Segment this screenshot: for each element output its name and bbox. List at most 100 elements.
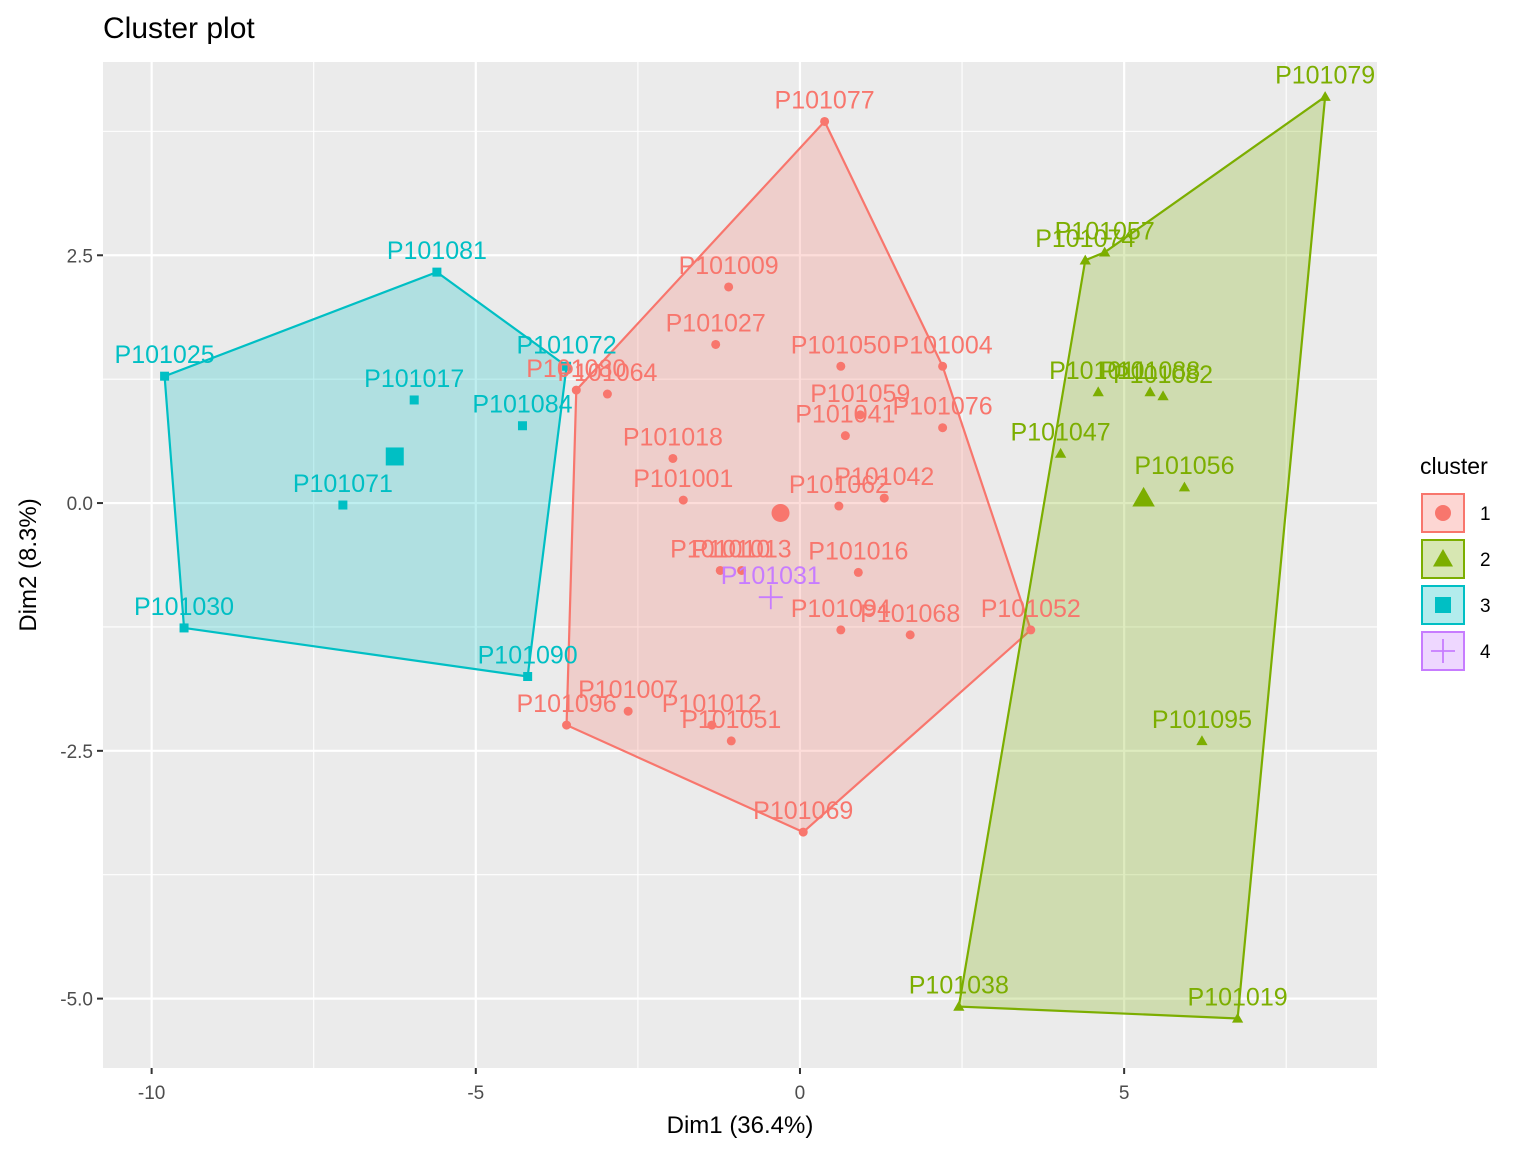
data-point [853, 567, 863, 577]
data-point [1054, 447, 1067, 458]
cluster-centroids [385, 447, 1155, 610]
data-point [523, 672, 533, 682]
data-point [571, 385, 581, 395]
cluster-4-centroid [758, 585, 783, 610]
point-label: P101004 [893, 331, 993, 359]
legend-marker [1435, 597, 1451, 613]
x-tick-label: 5 [1119, 1083, 1130, 1104]
data-point [711, 339, 721, 349]
x-axis: -10 -5 0 5 [138, 1068, 1130, 1104]
x-tick-label: 0 [795, 1083, 806, 1104]
y-tick-label: -5.0 [60, 990, 93, 1011]
point-label: P101009 [679, 252, 779, 280]
legend: cluster 1 2 3 4 [1420, 453, 1491, 671]
data-point [678, 495, 688, 505]
data-point [338, 500, 348, 510]
legend-marker [1431, 639, 1455, 663]
point-labels: P101077 P101009 P101027 P101050 P101004 P1010… [115, 62, 1376, 1012]
legend-marker [1435, 505, 1451, 521]
data-point [798, 827, 808, 837]
point-label: P101088 [1100, 357, 1200, 385]
data-point [879, 493, 889, 503]
plot-panel [103, 62, 1377, 1068]
data-point [1231, 1012, 1244, 1023]
point-label: P101010 [670, 535, 770, 563]
point-label: P101094 [791, 595, 891, 623]
point-label: P101013 [692, 535, 792, 563]
data-point [517, 421, 527, 431]
data-point [905, 630, 915, 640]
point-label: P101084 [472, 391, 572, 419]
data-point [1026, 625, 1036, 635]
point-label: P101090 [478, 642, 578, 670]
major-gridlines [103, 62, 1377, 1068]
point-label: P101068 [860, 600, 960, 628]
data-point [737, 565, 747, 575]
point-label: P101042 [834, 463, 934, 491]
data-point [938, 423, 948, 433]
cluster-3-centroid [385, 447, 404, 466]
point-label: P101057 [1055, 217, 1155, 245]
data-point [1319, 91, 1331, 101]
point-label: P101076 [893, 393, 993, 421]
point-label: P101017 [364, 365, 464, 393]
y-axis: -5.0 -2.5 0.0 2.5 [60, 246, 103, 1011]
point-label: P101077 [775, 86, 875, 114]
x-tick-label: -5 [467, 1083, 484, 1104]
data-point [179, 623, 189, 633]
data-point [1178, 481, 1191, 492]
point-label: P101072 [517, 331, 617, 359]
data-point [602, 389, 612, 399]
chart-title: Cluster plot [103, 12, 255, 45]
y-tick-label: 2.5 [67, 246, 93, 267]
point-label: P101059 [810, 380, 910, 408]
point-label: P101096 [517, 690, 617, 718]
data-point [562, 720, 572, 730]
data-point [1196, 735, 1208, 746]
point-label: P101007 [578, 676, 678, 704]
y-axis-title: Dim2 (8.3%) [15, 498, 42, 631]
cluster-3-hull [163, 270, 568, 678]
data-point [623, 706, 633, 716]
data-point [1079, 254, 1091, 265]
data-point [820, 116, 830, 126]
data-point [1092, 386, 1104, 397]
point-label: P101052 [981, 595, 1081, 623]
point-label: P101011 [1049, 357, 1147, 385]
legend-label: 3 [1480, 596, 1491, 617]
cluster-hulls [163, 94, 1327, 1020]
data-point [1144, 386, 1156, 397]
point-label: P101027 [666, 309, 766, 337]
legend-label: 4 [1480, 642, 1491, 663]
legend-item-4: 4 [1421, 631, 1491, 671]
data-point [160, 371, 170, 381]
point-label: P101069 [753, 797, 853, 825]
point-label: P101047 [1011, 418, 1111, 446]
cluster-points [160, 91, 1331, 1023]
point-label: P101051 [681, 706, 781, 734]
data-point [409, 395, 419, 405]
legend-marker [1433, 549, 1453, 567]
point-label: P101081 [387, 237, 487, 265]
point-label: P101064 [557, 359, 657, 387]
point-label: P101095 [1152, 706, 1252, 734]
point-label: P101001 [633, 465, 733, 493]
point-label: P101031 [721, 562, 821, 590]
data-point [562, 361, 572, 371]
legend-title: cluster [1420, 453, 1488, 479]
data-point [715, 565, 725, 575]
legend-label: 2 [1480, 550, 1491, 571]
data-point [668, 453, 678, 463]
point-label: P101019 [1188, 983, 1288, 1011]
data-point [836, 361, 846, 371]
cluster-2-centroid [1132, 486, 1155, 507]
data-point [432, 267, 442, 277]
y-tick-label: -2.5 [60, 742, 93, 763]
point-label: P101025 [115, 341, 215, 369]
data-point [836, 625, 846, 635]
point-label: P101038 [909, 972, 1009, 1000]
point-label: P101079 [1275, 62, 1375, 90]
data-point [938, 361, 948, 371]
data-point [726, 736, 736, 746]
